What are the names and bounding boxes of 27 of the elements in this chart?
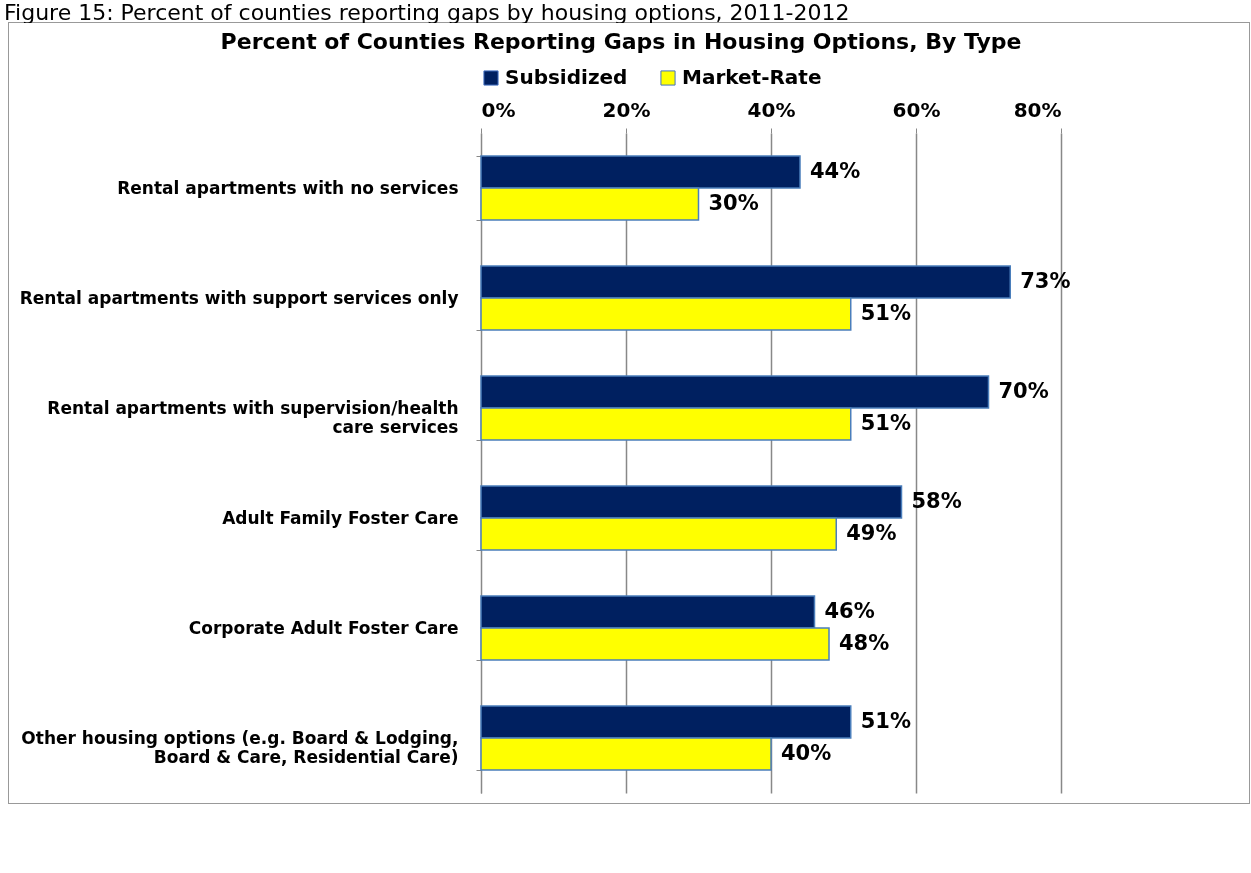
x-tick-label: 80% [1013,97,1062,122]
data-label: 44% [810,159,861,184]
x-tick-label: 20% [602,97,651,122]
data-label: 30% [708,190,759,215]
data-label: 73% [1020,269,1071,294]
y-tick-label: Rental apartments with support services only [19,287,459,308]
x-tick-label: 0% [481,97,516,122]
data-label: 51% [860,300,912,325]
data-label: 40% [781,740,832,765]
x-tick-label: 40% [747,97,796,122]
x-tick-label: 60% [892,97,941,122]
data-label: 58% [911,489,962,514]
y-tick-label: Rental apartments with no services [117,177,459,198]
y-tick-label: Corporate Adult Foster Care [188,617,459,638]
data-label: 46% [824,599,875,624]
data-label: 51% [860,410,912,435]
caption: Figure 15: Percent of counties reporting gaps by housing options, 2011-2012 [4,0,851,25]
chart-title: Percent of Counties Reporting Gaps in Housing Options, By Type [220,29,1022,54]
data-label: 70% [998,379,1049,404]
data-label: 49% [846,520,897,545]
y-tick-label: Rental apartments with supervision/health care services [47,397,459,437]
y-tick-label: Adult Family Foster Care [222,507,459,528]
y-tick-label: Other housing options (e.g. Board & Lodging, Board & Care, Residential Care) [21,727,459,767]
legend-label: Market-Rate [682,65,822,89]
data-label: 48% [839,630,890,655]
data-label: 51% [860,709,912,734]
legend-label: Subsidized [505,65,628,89]
